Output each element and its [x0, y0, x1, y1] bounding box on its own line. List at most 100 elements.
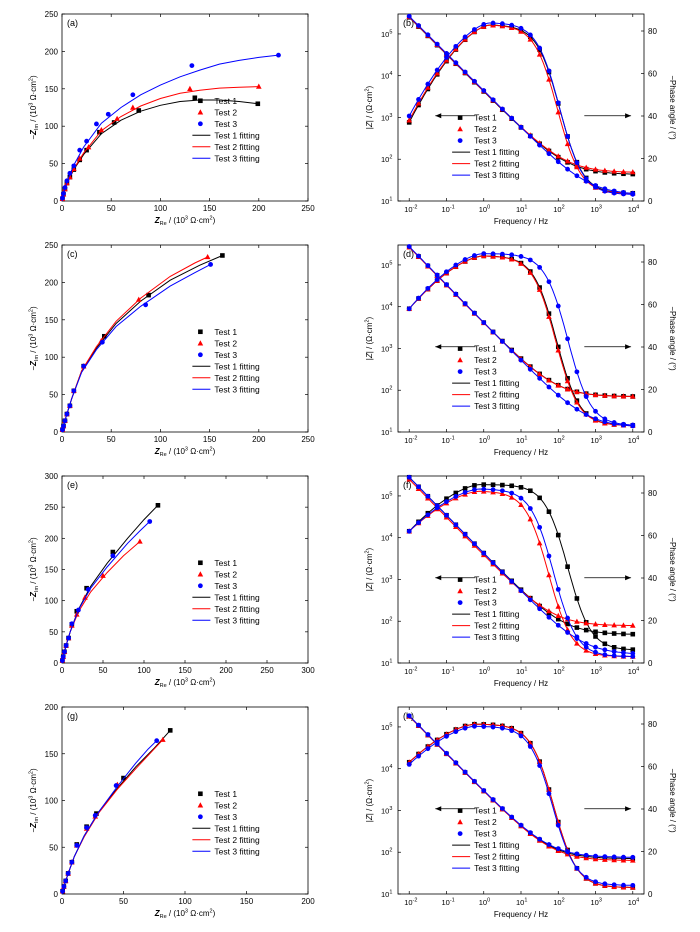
modulus-point-test-3 — [583, 641, 589, 646]
phase-point-test-2 — [583, 647, 590, 653]
legend-label: Test 3 — [474, 598, 497, 608]
data-point-test-3 — [85, 587, 91, 592]
legend-marker — [457, 577, 463, 582]
panel-label: (a) — [67, 18, 78, 28]
y-tick-label: 0 — [54, 197, 59, 206]
modulus-point-test-3 — [481, 788, 487, 793]
x-axis-label: Frequency / Hz — [494, 910, 548, 919]
data-point-test-3 — [105, 111, 111, 117]
modulus-point-test-3 — [425, 263, 431, 268]
phase-point-test-2 — [527, 269, 534, 275]
phase-point-test-1 — [555, 532, 561, 538]
legend-label: Test 3 — [474, 136, 497, 146]
phase-point-test-3 — [434, 277, 440, 282]
legend-label: Test 1 fitting — [474, 147, 520, 157]
plot-frame — [61, 475, 309, 664]
data-point-test-2 — [98, 126, 105, 133]
modulus-point-test-3 — [509, 814, 515, 820]
legend-marker — [457, 126, 463, 132]
data-point-test-3 — [61, 423, 66, 429]
legend-label: Test 3 fitting — [474, 863, 520, 873]
data-point-test-3 — [63, 643, 69, 648]
y2-tick-label: 60 — [648, 532, 657, 541]
modulus-point-test-3 — [453, 60, 459, 66]
phase-point-test-3 — [453, 262, 459, 268]
x-tick-label: 104 — [628, 436, 639, 446]
y2-tick-label: 20 — [648, 386, 657, 395]
legend-label: Test 3 fitting — [214, 615, 260, 625]
phase-point-test-3 — [546, 68, 552, 74]
data-point-test-1 — [146, 292, 151, 298]
modulus-point-test-3 — [509, 348, 515, 354]
x-axis-label: ZRe / (103 Ω·cm2) — [154, 216, 216, 228]
phase-point-test-3 — [453, 43, 459, 49]
phase-point-test-2 — [555, 109, 562, 115]
phase-point-test-3 — [416, 295, 421, 301]
phase-point-test-1 — [611, 645, 617, 650]
legend-marker — [457, 138, 463, 143]
modulus-point-test-3 — [509, 579, 515, 584]
legend-label: Test 2 — [214, 338, 237, 348]
y-tick-label: 103 — [381, 113, 392, 123]
legend-marker — [197, 109, 204, 115]
phase-point-test-3 — [444, 733, 449, 739]
legend-label: Test 2 — [474, 586, 497, 596]
legend-marker — [198, 560, 203, 566]
modulus-point-test-2 — [620, 168, 627, 175]
x-tick-label: 50 — [99, 666, 108, 675]
phase-point-test-3 — [518, 254, 524, 259]
x-tick-label: 200 — [252, 435, 266, 444]
phase-point-test-3 — [555, 586, 561, 592]
modulus-point-test-2 — [574, 388, 580, 395]
legend-label: Test 3 fitting — [214, 846, 260, 856]
legend-marker — [457, 819, 463, 825]
legend-label: Test 3 — [474, 829, 497, 839]
phase-point-test-1 — [500, 482, 505, 488]
y-tick-label: 50 — [49, 160, 58, 169]
legend-label: Test 3 fitting — [474, 632, 520, 642]
modulus-point-test-2 — [611, 622, 617, 628]
y2-tick-label: 80 — [648, 489, 657, 498]
y-tick-label: 250 — [45, 241, 59, 250]
phase-point-test-3 — [583, 874, 589, 880]
modulus-point-test-2 — [592, 621, 599, 627]
phase-point-test-3 — [509, 490, 515, 496]
data-point-test-1 — [97, 129, 102, 135]
modulus-point-test-3 — [555, 846, 561, 852]
modulus-point-test-3 — [453, 760, 459, 766]
x-tick-label: 10-1 — [441, 205, 454, 215]
x-tick-label: 150 — [178, 666, 192, 675]
data-point-test-3 — [60, 654, 66, 660]
modulus-point-test-3 — [425, 32, 431, 38]
legend-marker — [457, 600, 463, 605]
fit-line-test-1 — [61, 255, 223, 433]
modulus-point-test-2 — [583, 164, 590, 170]
data-point-test-3 — [69, 859, 75, 865]
x-tick-label: 104 — [628, 667, 639, 677]
phase-point-test-3 — [630, 654, 636, 659]
y-tick-label: 100 — [45, 597, 59, 606]
y-tick-label: 200 — [45, 47, 59, 56]
y-axis-label: −ZIm / (103 Ω·cm2) — [29, 768, 41, 833]
legend-label: Test 1 fitting — [214, 823, 260, 833]
modulus-point-test-2 — [592, 856, 599, 862]
x-tick-label: 10-2 — [404, 436, 417, 446]
data-point-test-3 — [65, 871, 71, 876]
modulus-point-test-3 — [481, 320, 487, 325]
legend-label: Test 1 — [214, 327, 237, 337]
modulus-point-test-2 — [555, 153, 562, 159]
y-axis-label: −ZIm / (103 Ω·cm2) — [29, 75, 41, 140]
modulus-point-test-3 — [406, 13, 412, 19]
x-axis-label: ZRe / (103 Ω·cm2) — [154, 909, 216, 921]
modulus-point-test-1 — [621, 631, 626, 637]
phase-point-test-3 — [574, 865, 580, 871]
legend-label: Test 2 fitting — [474, 621, 520, 631]
phase-point-test-3 — [574, 160, 580, 166]
modulus-point-test-2 — [536, 371, 543, 377]
phase-point-test-3 — [537, 763, 543, 768]
phase-point-test-1 — [546, 311, 552, 316]
phase-point-test-1 — [444, 496, 449, 501]
modulus-point-test-3 — [416, 23, 421, 28]
modulus-point-test-3 — [537, 375, 543, 381]
data-point-test-2 — [160, 736, 166, 742]
